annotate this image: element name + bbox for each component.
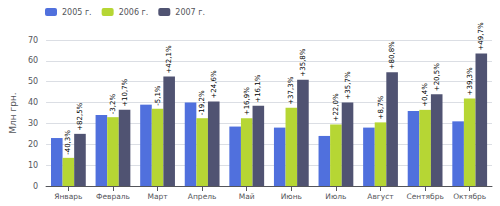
- svg-text:2006 г.: 2006 г.: [119, 8, 149, 17]
- svg-text:+42,1%: +42,1%: [165, 45, 173, 73]
- svg-text:Август: Август: [367, 192, 394, 201]
- svg-text:+8,7%: +8,7%: [377, 95, 385, 119]
- svg-text:Март: Март: [147, 192, 168, 201]
- svg-text:Январь: Январь: [54, 192, 82, 201]
- svg-text:2005 г.: 2005 г.: [62, 8, 92, 17]
- svg-text:-5,1%: -5,1%: [154, 85, 162, 106]
- svg-text:0: 0: [33, 182, 38, 191]
- svg-text:+35,8%: +35,8%: [299, 48, 307, 76]
- svg-text:Апрель: Апрель: [188, 192, 217, 201]
- svg-text:40: 40: [28, 98, 38, 107]
- svg-text:+35,7%: +35,7%: [344, 71, 352, 99]
- svg-text:10: 10: [28, 161, 38, 170]
- svg-text:+39,3%: +39,3%: [466, 67, 474, 95]
- svg-text:Октябрь: Октябрь: [453, 192, 486, 201]
- svg-text:Май: Май: [239, 192, 255, 201]
- svg-text:60: 60: [28, 56, 38, 65]
- svg-text:+37,3%: +37,3%: [287, 76, 295, 104]
- svg-text:+49,7%: +49,7%: [477, 22, 485, 50]
- svg-text:+80,8%: +80,8%: [388, 41, 396, 69]
- svg-text:-40,3%: -40,3%: [64, 130, 72, 155]
- svg-text:+0,4%: +0,4%: [421, 83, 429, 107]
- svg-text:Сентябрь: Сентябрь: [406, 192, 443, 201]
- svg-text:+24,6%: +24,6%: [210, 70, 218, 98]
- svg-text:2007 г.: 2007 г.: [175, 8, 205, 17]
- svg-text:50: 50: [28, 77, 38, 86]
- svg-text:+16,1%: +16,1%: [254, 74, 262, 102]
- svg-text:+10,7%: +10,7%: [121, 78, 129, 106]
- svg-text:+20,5%: +20,5%: [433, 63, 441, 91]
- svg-text:70: 70: [28, 36, 38, 45]
- svg-text:Февраль: Февраль: [96, 192, 130, 201]
- svg-text:-3,2%: -3,2%: [109, 94, 117, 115]
- svg-text:20: 20: [28, 140, 38, 149]
- svg-text:+82,5%: +82,5%: [76, 102, 84, 130]
- svg-text:Млн грн.: Млн грн.: [8, 92, 18, 133]
- svg-text:30: 30: [28, 119, 38, 128]
- svg-text:+16,9%: +16,9%: [243, 87, 251, 115]
- svg-text:Июль: Июль: [325, 192, 346, 201]
- svg-text:-19,2%: -19,2%: [198, 90, 206, 115]
- svg-text:+22,0%: +22,0%: [332, 93, 340, 121]
- svg-text:Июнь: Июнь: [281, 192, 302, 201]
